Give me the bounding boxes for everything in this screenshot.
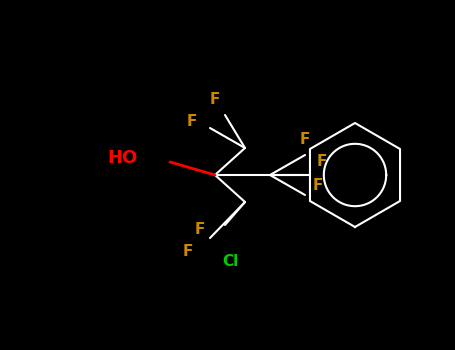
- Text: F: F: [300, 133, 310, 147]
- Text: F: F: [210, 92, 220, 107]
- Text: F: F: [195, 223, 205, 238]
- Text: HO: HO: [108, 149, 138, 167]
- Text: F: F: [313, 178, 323, 194]
- Text: F: F: [317, 154, 327, 169]
- Text: F: F: [187, 114, 197, 130]
- Text: F: F: [183, 245, 193, 259]
- Text: Cl: Cl: [222, 254, 238, 270]
